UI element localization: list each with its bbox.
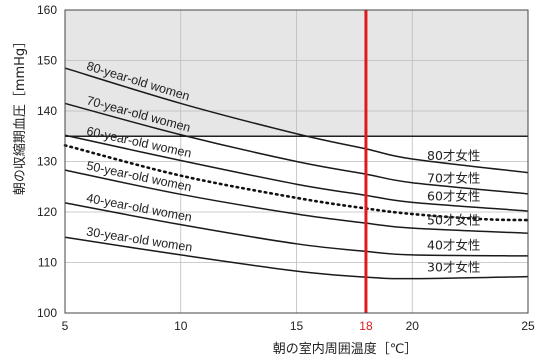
series-jp-label: 40才女性 [427, 237, 480, 252]
series-jp-label: 60才女性 [427, 189, 480, 204]
x-axis-title: 朝の室内周囲温度［℃］ [273, 341, 418, 357]
right-labels: 80才女性 70才女性 60才女性 50才女性 40才女性 30才女性 [427, 148, 480, 275]
plot-frame [64, 9, 529, 314]
series-line [64, 202, 529, 257]
curve-label: 40-year-old women [85, 191, 193, 225]
x-tick-label: 25 [521, 319, 535, 333]
y-tick-label: 160 [37, 3, 57, 17]
x-tick-labels: 5 10 15 18 20 25 [62, 319, 535, 333]
curve-label: 50-year-old women [85, 159, 193, 195]
series-line [64, 67, 529, 174]
y-tick-label: 140 [37, 104, 57, 118]
x-tick-label: 5 [62, 319, 69, 333]
series-jp-label: 80才女性 [427, 148, 480, 163]
y-tick-label: 150 [37, 54, 57, 68]
y-tick-label: 120 [37, 205, 57, 219]
y-axis-title: 朝の収縮期血圧［mmHg］ [12, 35, 28, 195]
x-tick-label: 15 [290, 319, 304, 333]
series-curves [64, 67, 529, 280]
series-line [64, 169, 529, 234]
series-line [64, 236, 529, 280]
x-tick-label: 18 [359, 319, 373, 333]
curve-label: 30-year-old women [85, 225, 193, 255]
series-jp-label: 50才女性 [427, 213, 480, 228]
dotted-average-curve [63, 144, 530, 222]
x-tick-label: 20 [406, 319, 420, 333]
series-line [64, 102, 529, 195]
y-tick-label: 100 [37, 306, 57, 320]
y-tick-labels: 100 110 120 130 140 150 160 [37, 3, 57, 320]
x-tick-label: 10 [174, 319, 188, 333]
series-jp-label: 30才女性 [427, 260, 480, 275]
series-jp-label: 70才女性 [427, 170, 480, 185]
y-tick-label: 130 [37, 155, 57, 169]
series-line [64, 134, 529, 212]
y-tick-label: 110 [38, 256, 57, 270]
